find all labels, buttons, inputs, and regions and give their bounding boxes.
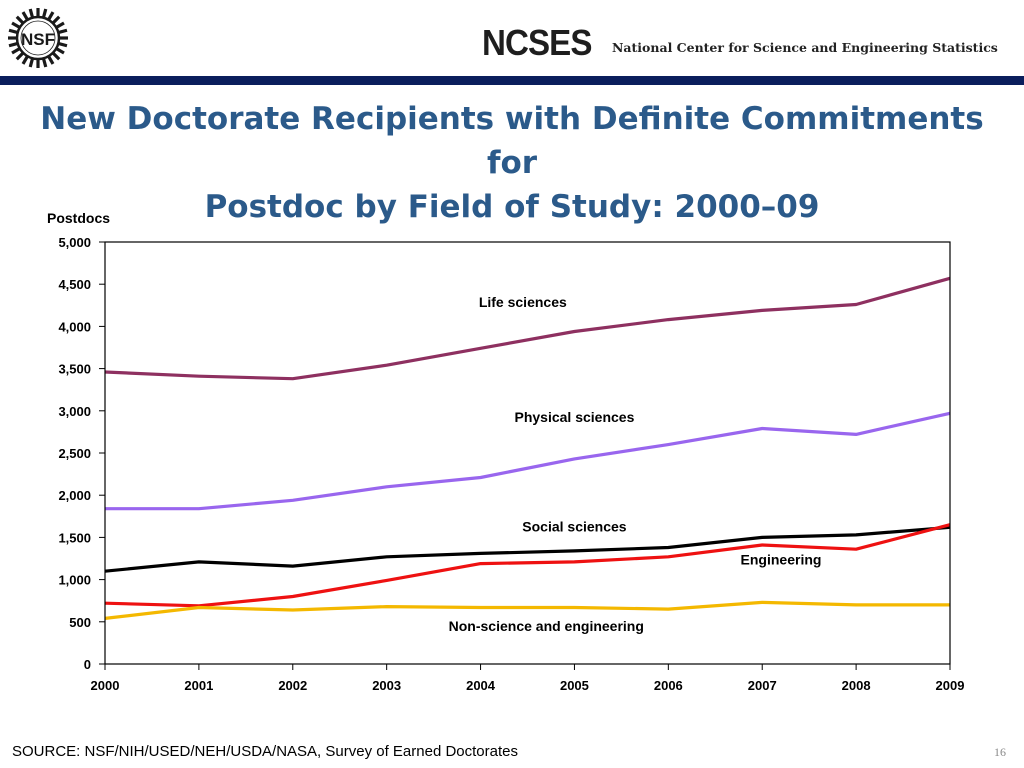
y-tick-label: 3,500 (58, 362, 91, 377)
series-line-engineering (104, 523, 951, 608)
y-tick-label: 5,000 (58, 235, 91, 250)
y-tick-label: 3,000 (58, 404, 91, 419)
x-tick-label: 2006 (654, 678, 683, 693)
x-tick-label: 2008 (842, 678, 871, 693)
org-name: National Center for Science and Engineer… (612, 40, 998, 55)
org-acronym: NCSES (482, 22, 592, 63)
y-tick-label: 4,000 (58, 319, 91, 334)
nsf-logo: NSF (6, 6, 70, 70)
x-tick-label: 2004 (466, 678, 496, 693)
series-line-physical-sciences (105, 411, 951, 511)
page-title: New Doctorate Recipients with Definite C… (20, 97, 1004, 229)
series-label-life-sciences: Life sciences (479, 294, 567, 310)
series-label-physical-sciences: Physical sciences (515, 409, 635, 425)
y-tick-label: 4,500 (58, 277, 91, 292)
series-label-social-sciences: Social sciences (522, 518, 627, 534)
y-tick-label: 0 (84, 657, 91, 672)
ncses-brand: NCSES National Center for Science and En… (482, 18, 1017, 64)
x-tick-label: 2005 (560, 678, 589, 693)
x-tick-label: 2007 (748, 678, 777, 693)
x-tick-label: 2009 (936, 678, 965, 693)
y-tick-label: 1,000 (58, 573, 91, 588)
header-bar (0, 76, 1024, 85)
title-line-1: New Doctorate Recipients with Definite C… (40, 101, 984, 181)
line-chart: 0 500 1,000 1,500 2,000 2,500 3,000 3,500 4,000 4… (47, 210, 965, 693)
series-label-engineering: Engineering (741, 551, 822, 567)
x-tick-label: 2002 (278, 678, 307, 693)
y-tick-label: 500 (69, 615, 91, 630)
series-label-non-science-and-engineering: Non-science and engineering (449, 618, 644, 634)
x-tick-label: 2003 (372, 678, 401, 693)
page-number: 16 (994, 745, 1006, 759)
x-tick-label: 2001 (184, 678, 213, 693)
series-line-non-science-and-engineering (104, 600, 950, 620)
y-axis-label: Postdocs (47, 210, 110, 226)
source-note: SOURCE: NSF/NIH/USED/NEH/USDA/NASA, Surv… (12, 743, 518, 760)
series-line-life-sciences (104, 276, 951, 381)
nsf-logo-text: NSF (21, 30, 55, 49)
y-tick-label: 2,500 (58, 446, 91, 461)
x-tick-label: 2000 (91, 678, 120, 693)
title-line-2: Postdoc by Field of Study: 2000–09 (204, 189, 820, 225)
y-tick-label: 2,000 (58, 488, 91, 503)
series-line-social-sciences (104, 525, 951, 573)
y-tick-label: 1,500 (58, 530, 91, 545)
